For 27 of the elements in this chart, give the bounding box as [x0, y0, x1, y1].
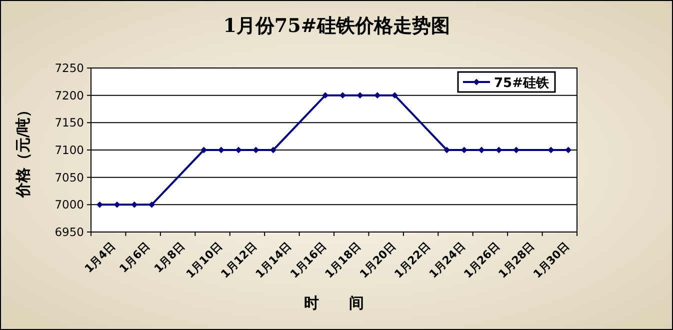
point: [96, 201, 103, 208]
point: [339, 92, 346, 99]
point: [374, 92, 381, 99]
y-tick-label: 7250: [54, 61, 84, 75]
x-tick-label: 1月4日: [82, 240, 118, 276]
point: [356, 92, 364, 99]
y-tick-label: 7050: [54, 170, 84, 184]
x-tick-label: 1月6日: [116, 240, 153, 276]
x-axis-title: 时 间: [304, 294, 364, 312]
point: [114, 201, 120, 208]
x-tick-label: 1月8日: [152, 240, 188, 276]
y-axis-title: 价格（元/吨）: [14, 102, 32, 199]
point: [131, 201, 138, 208]
y-tick-label: 7100: [54, 143, 84, 157]
point: [565, 146, 572, 154]
point: [322, 92, 329, 99]
y-tick-label: 7150: [54, 116, 84, 130]
point: [392, 92, 398, 99]
point: [548, 146, 554, 154]
legend-label: 75#硅铁: [494, 76, 550, 91]
y-tick-label: 7200: [54, 88, 84, 102]
point: [235, 146, 242, 154]
point: [478, 146, 485, 154]
y-tick-label: 6950: [54, 225, 84, 239]
point: [148, 201, 155, 208]
y-tick-label: 7000: [54, 198, 84, 212]
chart-title: 1月份75#硅铁价格走势图: [223, 15, 450, 37]
